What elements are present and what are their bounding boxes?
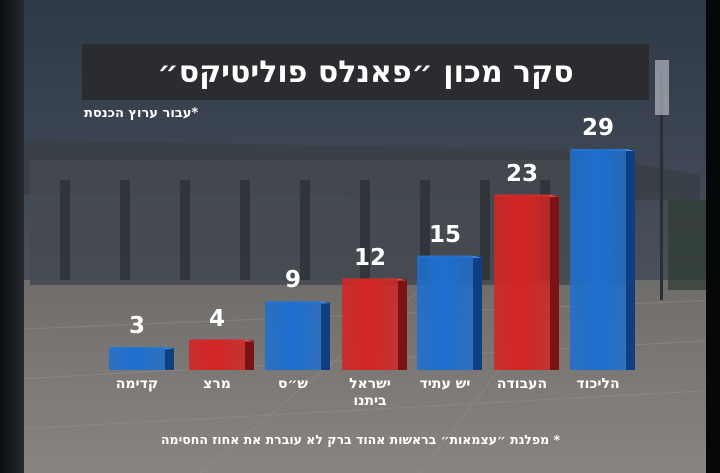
- category-label: ישראל ביתנו: [349, 376, 391, 409]
- bar-1: [109, 347, 174, 370]
- category-label: הליכוד: [576, 376, 620, 392]
- channel-note: *עבור ערוץ הכנסת: [84, 106, 199, 121]
- bar-2: [189, 339, 254, 370]
- bar-value-label: 29: [581, 115, 614, 142]
- chart-title: סקר מכון ״פאנלס פוליטיקס״: [157, 54, 574, 90]
- bar-value-label: 23: [505, 160, 538, 187]
- bar-value-label: 4: [208, 305, 225, 332]
- bar-4: [342, 278, 407, 370]
- bar-value-label: 9: [284, 267, 301, 294]
- category-label: קדימה: [115, 376, 159, 392]
- bar-5: [417, 255, 482, 370]
- bar-value-label: 15: [428, 221, 461, 248]
- category-label: ש״ס: [277, 376, 309, 392]
- bar-7: [570, 149, 635, 370]
- bar-value-label: 12: [353, 244, 386, 271]
- bar-3: [265, 301, 330, 370]
- right-frame-edge: [706, 0, 720, 473]
- bar-6: [494, 194, 559, 370]
- footnote: * מפלגת ״עצמאות״ בראשות אהוד ברק לא עובר…: [160, 432, 560, 447]
- left-frame-shadow: [0, 0, 24, 473]
- title-banner: סקר מכון ״פאנלס פוליטיקס״: [82, 44, 649, 100]
- category-label: מרצ: [203, 376, 231, 392]
- category-label: העבודה: [496, 376, 548, 392]
- category-label: יש עתיד: [419, 376, 471, 392]
- bar-value-label: 3: [128, 313, 145, 340]
